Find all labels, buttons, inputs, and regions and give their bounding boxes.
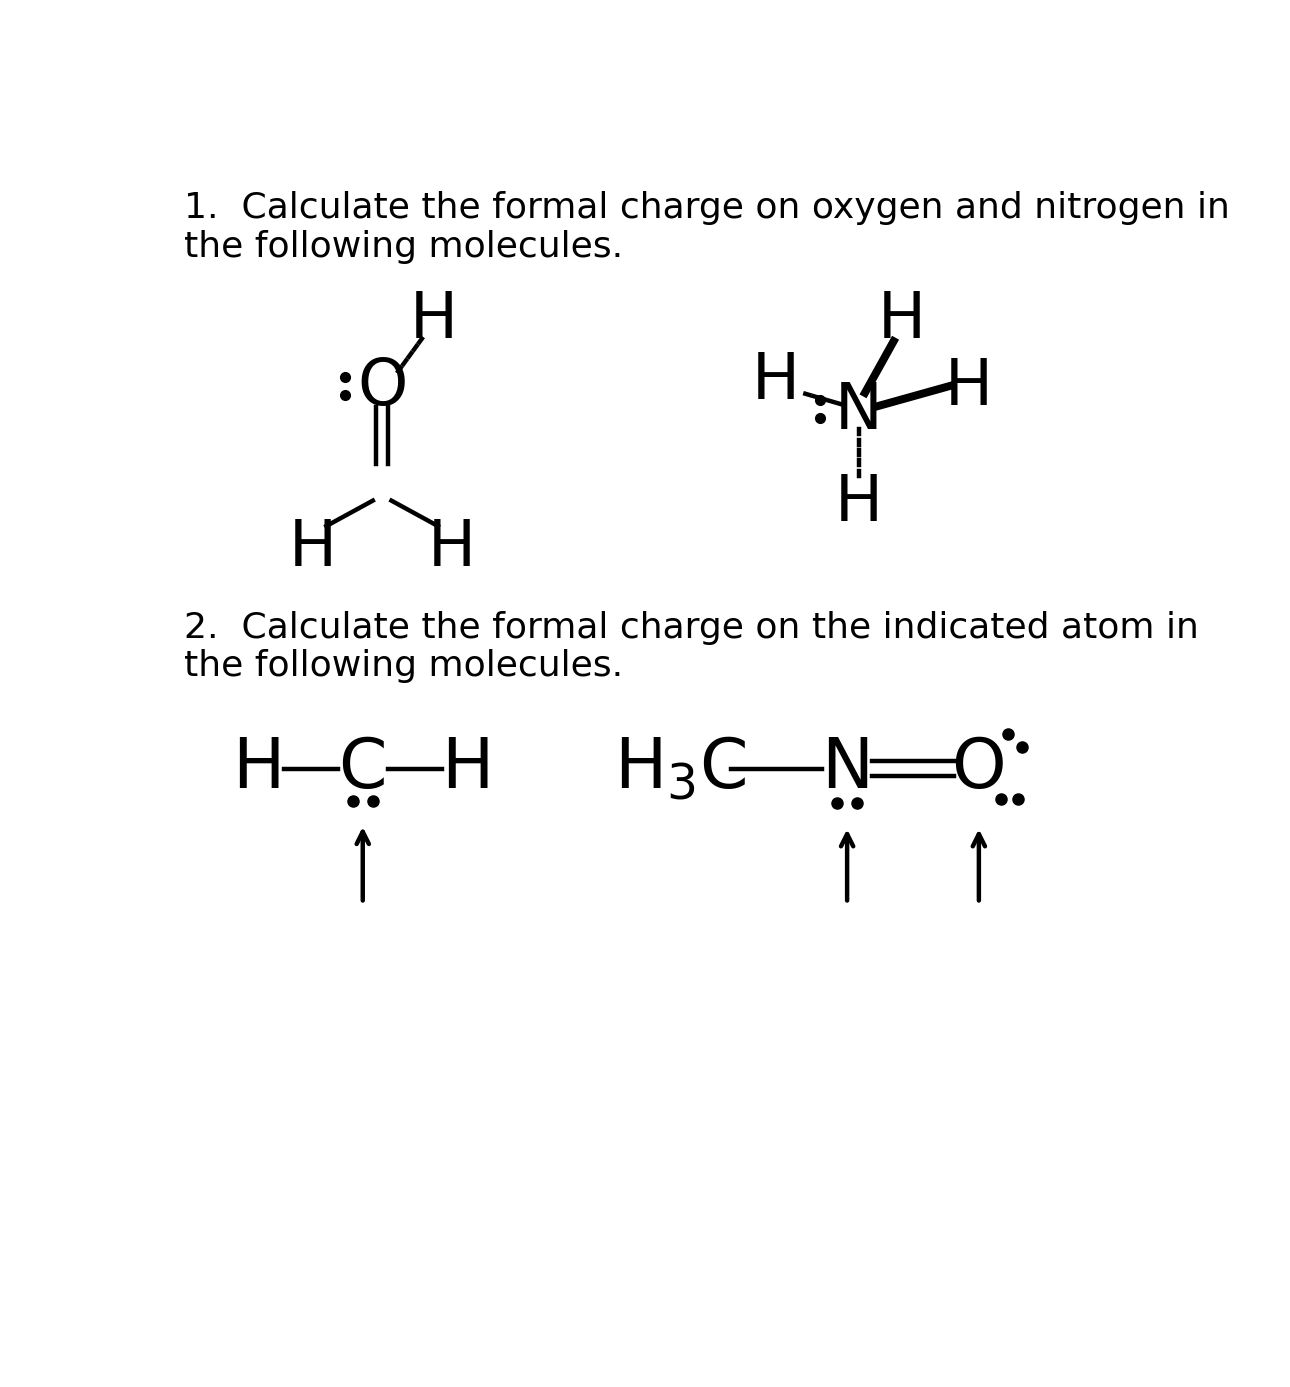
Text: H: H xyxy=(289,516,337,578)
Text: O: O xyxy=(952,735,1006,802)
Text: H: H xyxy=(441,735,494,802)
Text: H: H xyxy=(232,735,284,802)
Text: 1.  Calculate the formal charge on oxygen and nitrogen in: 1. Calculate the formal charge on oxygen… xyxy=(184,191,1231,225)
Text: H$_3$C: H$_3$C xyxy=(614,735,747,803)
Text: 2.  Calculate the formal charge on the indicated atom in: 2. Calculate the formal charge on the in… xyxy=(184,610,1200,645)
Text: H: H xyxy=(944,356,993,419)
Text: H: H xyxy=(877,290,925,351)
Text: the following molecules.: the following molecules. xyxy=(184,230,623,264)
Text: H: H xyxy=(752,351,800,412)
Text: H: H xyxy=(410,290,458,351)
Text: O: O xyxy=(357,356,408,419)
Text: H: H xyxy=(428,516,476,578)
Text: N: N xyxy=(822,735,873,802)
Text: H: H xyxy=(835,472,882,534)
Text: the following molecules.: the following molecules. xyxy=(184,649,623,684)
Text: N: N xyxy=(835,380,882,441)
Text: C: C xyxy=(338,735,387,802)
